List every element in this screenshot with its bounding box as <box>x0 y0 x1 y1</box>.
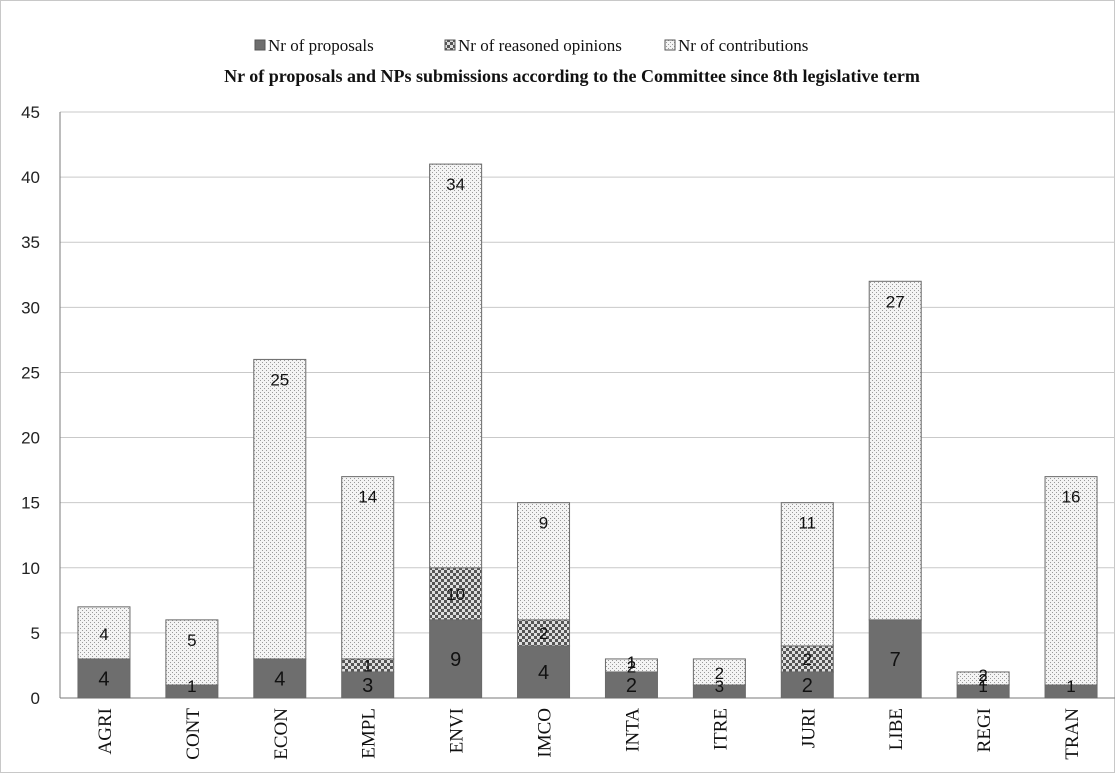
legend-swatch <box>664 39 676 51</box>
y-tick-label: 20 <box>21 429 40 448</box>
data-label: 1 <box>187 677 196 696</box>
data-label: 2 <box>626 675 637 697</box>
bar-segment <box>1044 476 1098 686</box>
bar-segment <box>253 658 307 699</box>
data-label: 10 <box>446 585 465 604</box>
data-label: 2 <box>802 675 813 697</box>
data-label: 4 <box>538 662 549 684</box>
legend: Nr of proposals Nr of reasoned opinions Nr… <box>254 36 808 55</box>
data-label: 4 <box>98 668 109 690</box>
data-label: 2 <box>803 650 812 669</box>
bar-segment <box>604 671 658 699</box>
y-tick-label: 40 <box>21 168 40 187</box>
x-tick-label: LIBE <box>886 708 907 750</box>
y-tick-label: 45 <box>21 103 40 122</box>
gridlines <box>60 111 1115 699</box>
data-label: 1 <box>978 677 987 696</box>
data-label: 2 <box>627 657 636 676</box>
bar-segment <box>517 645 571 699</box>
bar-segment <box>780 502 834 647</box>
bar-segment <box>253 358 307 660</box>
bar-segment <box>517 502 571 621</box>
x-tick-label: INTA <box>622 708 643 752</box>
data-label: 5 <box>187 631 196 650</box>
data-label: 4 <box>274 668 285 690</box>
data-label: 2 <box>715 664 724 683</box>
y-tick-label: 10 <box>21 559 40 578</box>
bar-segment <box>692 658 746 686</box>
legend-label: Nr of proposals <box>268 36 374 55</box>
data-label: 4 <box>99 625 108 644</box>
x-tick-label: ENVI <box>447 708 468 753</box>
bars <box>77 163 1098 699</box>
data-label: 9 <box>539 514 548 533</box>
bar-segment <box>77 606 131 660</box>
x-tick-label: TRAN <box>1062 708 1083 760</box>
data-label: 34 <box>446 175 465 194</box>
y-axis: 0 5 10 15 20 25 30 35 40 45 <box>21 103 61 708</box>
x-tick-label: ITRE <box>710 708 731 750</box>
bar-segment <box>868 619 922 699</box>
legend-label: Nr of reasoned opinions <box>458 36 622 55</box>
x-tick-label: IMCO <box>535 708 556 758</box>
y-tick-label: 30 <box>21 298 40 317</box>
bar-segment <box>780 671 834 699</box>
y-tick-label: 25 <box>21 363 40 382</box>
data-label: 11 <box>798 514 816 533</box>
bar-segment <box>341 671 395 699</box>
data-label: 1 <box>363 656 372 675</box>
bar-segment <box>429 567 483 621</box>
data-label: 27 <box>886 292 905 311</box>
data-label: 3 <box>362 675 373 697</box>
bar-segment <box>429 163 483 569</box>
data-label: 1 <box>627 653 636 672</box>
y-tick-label: 35 <box>21 233 40 252</box>
bar-segment <box>868 280 922 621</box>
x-tick-label: ECON <box>271 708 292 760</box>
x-axis: AGRI CONT ECON EMPL ENVI IMCO INTA ITRE JURI LIBE… <box>95 708 1083 760</box>
bar-segment <box>604 658 658 673</box>
data-label: 9 <box>450 649 461 671</box>
data-label: 1 <box>1066 677 1075 696</box>
bar-segment <box>517 619 571 647</box>
bar-segment <box>77 658 131 699</box>
bar-segment <box>780 645 834 673</box>
bar-segment <box>341 476 395 660</box>
y-tick-label: 15 <box>21 494 40 513</box>
x-tick-label: CONT <box>183 708 204 760</box>
data-label: 25 <box>270 370 289 389</box>
y-tick-label: 0 <box>31 689 40 708</box>
data-label: 2 <box>978 666 987 685</box>
data-label: 7 <box>890 649 901 671</box>
bar-segment <box>165 619 219 686</box>
chart-title: Nr of proposals and NPs submissions acco… <box>224 66 920 86</box>
data-label: 14 <box>358 488 377 507</box>
legend-label: Nr of contributions <box>678 36 808 55</box>
data-label: 3 <box>715 677 724 696</box>
data-label: 2 <box>978 670 987 689</box>
data-label: 16 <box>1062 488 1081 507</box>
bar-segment <box>956 671 1010 686</box>
x-tick-label: AGRI <box>95 708 116 754</box>
x-tick-label: REGI <box>974 708 995 752</box>
legend-swatch <box>444 39 456 51</box>
data-label: 2 <box>539 624 548 643</box>
bar-segment <box>429 619 483 699</box>
y-tick-label: 5 <box>31 624 40 643</box>
x-tick-label: JURI <box>798 708 819 748</box>
legend-swatch <box>254 39 266 51</box>
x-tick-label: EMPL <box>359 708 380 759</box>
